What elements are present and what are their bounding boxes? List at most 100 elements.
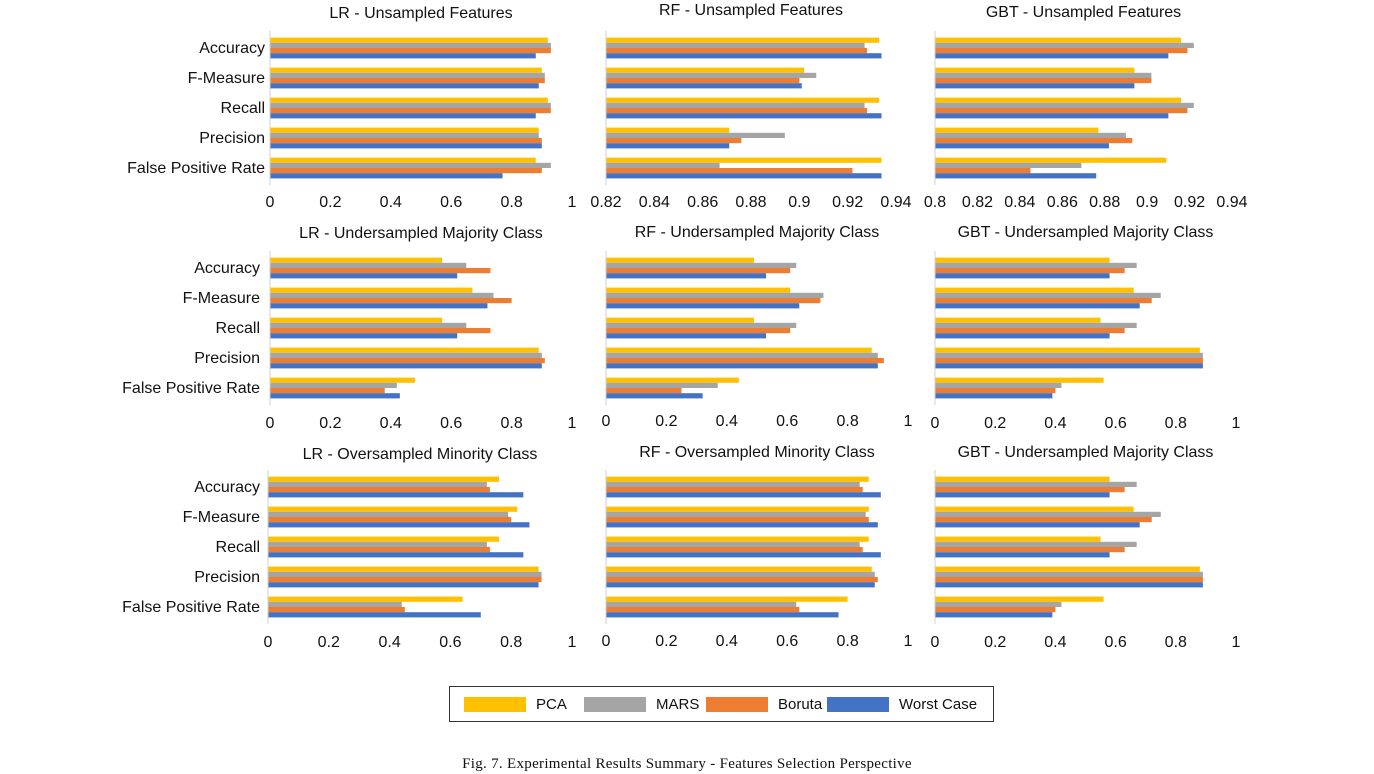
tick-label-4-4: 0.8 [500, 415, 522, 432]
bar-5-recall-worst-case [606, 333, 767, 339]
bar-5-precision-pca [606, 347, 872, 353]
bar-7-false-positive-rate-boruta [268, 607, 405, 613]
bar-9-accuracy-boruta [935, 487, 1125, 493]
tick-label-6-4: 0.8 [1165, 415, 1187, 432]
bar-2-precision-worst-case [606, 143, 730, 149]
bar-4-accuracy-pca [270, 257, 443, 263]
bar-1-precision-mars [270, 132, 539, 138]
category-label-4-false-positive-rate: False Positive Rate [122, 380, 260, 397]
tick-label-8-2: 0.4 [716, 633, 738, 650]
bar-3-accuracy-pca [935, 37, 1182, 43]
bar-5-precision-mars [606, 352, 878, 358]
bar-1-precision-pca [270, 127, 539, 133]
category-label-7-f-measure: F-Measure [183, 509, 260, 526]
bar-8-false-positive-rate-boruta [606, 607, 800, 613]
legend-label-pca: PCA [536, 695, 567, 713]
tick-label-4-2: 0.4 [380, 415, 402, 432]
bar-7-false-positive-rate-mars [268, 601, 402, 607]
bar-5-recall-mars [606, 322, 797, 328]
tick-label-8-3: 0.6 [776, 633, 798, 650]
bar-9-false-positive-rate-pca [935, 596, 1104, 602]
chart-title-2: RF - Unsampled Features [659, 2, 843, 19]
bar-9-recall-mars [935, 541, 1137, 547]
bar-5-precision-boruta [606, 358, 884, 364]
bar-2-false-positive-rate-pca [606, 157, 882, 163]
tick-label-9-1: 0.2 [984, 634, 1006, 651]
bar-7-accuracy-boruta [268, 487, 490, 493]
tick-label-2-6: 0.94 [880, 194, 911, 211]
bar-6-precision-mars [935, 352, 1203, 358]
category-label-7-false-positive-rate: False Positive Rate [122, 599, 260, 616]
bar-2-recall-worst-case [606, 113, 882, 119]
bar-8-false-positive-rate-worst-case [606, 612, 839, 618]
tick-label-8-5: 1 [904, 633, 913, 650]
bar-6-precision-pca [935, 347, 1200, 353]
tick-label-5-2: 0.4 [716, 413, 738, 430]
bar-2-precision-pca [606, 127, 730, 133]
tick-label-1-5: 1 [568, 194, 577, 211]
bar-4-recall-pca [270, 317, 443, 323]
bar-1-f-measure-mars [270, 72, 545, 78]
bar-8-false-positive-rate-pca [606, 596, 848, 602]
bar-9-recall-boruta [935, 547, 1125, 553]
bar-3-accuracy-worst-case [935, 53, 1169, 59]
chart-title-6: GBT - Undersampled Majority Class [958, 224, 1214, 241]
legend-label-worst-case: Worst Case [899, 695, 978, 713]
bar-4-f-measure-boruta [270, 298, 512, 304]
bar-8-accuracy-boruta [606, 487, 863, 493]
tick-label-3-1: 0.82 [962, 194, 993, 211]
bar-6-recall-boruta [935, 328, 1125, 334]
tick-label-7-2: 0.4 [378, 634, 400, 651]
bar-1-accuracy-worst-case [270, 53, 536, 59]
bar-9-precision-boruta [935, 577, 1203, 583]
bar-1-recall-mars [270, 102, 551, 108]
tick-label-2-4: 0.9 [788, 194, 810, 211]
bar-7-recall-mars [268, 541, 487, 547]
bar-8-recall-pca [606, 536, 869, 542]
tick-label-6-1: 0.2 [984, 415, 1006, 432]
bar-5-false-positive-rate-pca [606, 377, 739, 383]
bar-6-f-measure-mars [935, 292, 1161, 298]
tick-label-5-3: 0.6 [776, 413, 798, 430]
tick-label-1-2: 0.4 [380, 194, 402, 211]
bar-8-recall-mars [606, 541, 860, 547]
tick-label-3-0: 0.8 [924, 194, 946, 211]
bar-1-false-positive-rate-pca [270, 157, 536, 163]
bar-6-recall-worst-case [935, 333, 1110, 339]
category-label-7-accuracy: Accuracy [194, 479, 260, 496]
bar-5-false-positive-rate-worst-case [606, 393, 703, 399]
tick-label-8-0: 0 [602, 633, 611, 650]
bar-7-f-measure-mars [268, 511, 509, 517]
bar-3-false-positive-rate-pca [935, 157, 1167, 163]
tick-label-2-1: 0.84 [639, 194, 670, 211]
tick-label-2-3: 0.88 [735, 194, 766, 211]
bar-9-f-measure-worst-case [935, 522, 1140, 528]
bar-1-recall-boruta [270, 108, 551, 114]
bar-7-recall-worst-case [268, 552, 524, 558]
bar-4-precision-boruta [270, 358, 545, 364]
chart-title-1: LR - Unsampled Features [329, 5, 512, 22]
tick-label-4-5: 1 [568, 415, 577, 432]
bar-3-accuracy-mars [935, 42, 1194, 48]
bar-9-precision-worst-case [935, 582, 1203, 588]
tick-label-9-2: 0.4 [1044, 634, 1066, 651]
bar-2-f-measure-worst-case [606, 83, 802, 89]
bar-3-recall-worst-case [935, 113, 1169, 119]
bar-2-precision-mars [606, 132, 785, 138]
tick-label-6-5: 1 [1232, 415, 1241, 432]
bar-6-f-measure-boruta [935, 298, 1152, 304]
tick-label-7-5: 1 [568, 634, 577, 651]
bar-3-false-positive-rate-boruta [935, 168, 1031, 174]
category-label-7-precision: Precision [194, 569, 260, 586]
bar-3-false-positive-rate-worst-case [935, 173, 1097, 179]
bar-7-accuracy-worst-case [268, 492, 524, 498]
legend-swatch-pca [464, 696, 526, 712]
bar-2-accuracy-boruta [606, 48, 867, 54]
bar-5-f-measure-mars [606, 292, 824, 298]
tick-label-6-3: 0.6 [1104, 415, 1126, 432]
bar-1-recall-pca [270, 97, 548, 103]
bar-2-accuracy-worst-case [606, 53, 882, 59]
legend-item-boruta: Boruta [706, 687, 822, 721]
bar-1-false-positive-rate-worst-case [270, 173, 503, 179]
bar-4-false-positive-rate-mars [270, 382, 397, 388]
